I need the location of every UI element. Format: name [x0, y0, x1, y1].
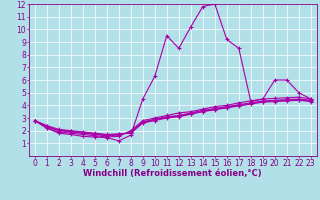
- X-axis label: Windchill (Refroidissement éolien,°C): Windchill (Refroidissement éolien,°C): [84, 169, 262, 178]
